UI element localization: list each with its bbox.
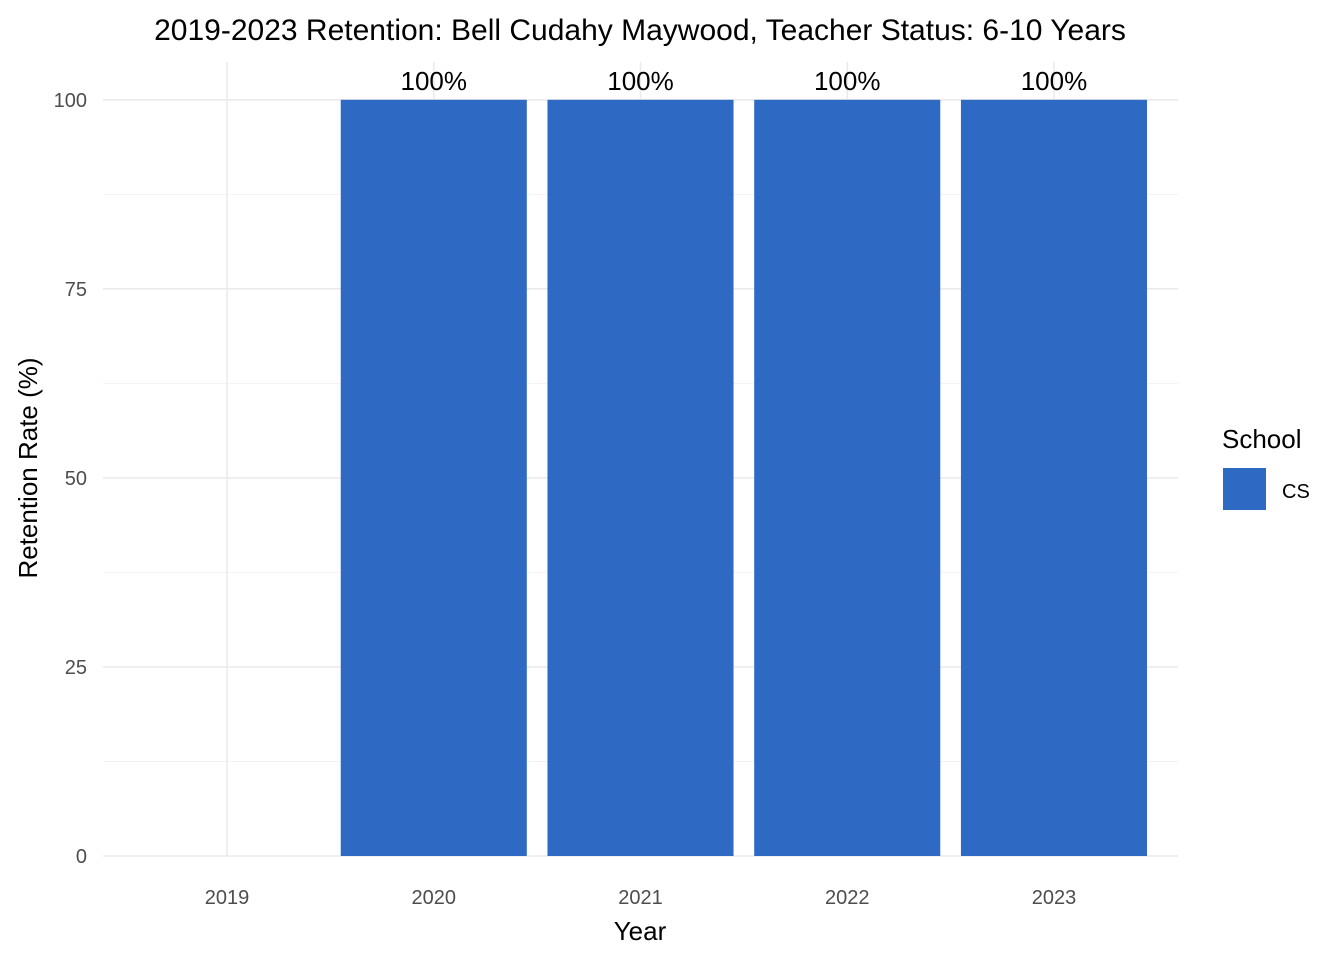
data-label-2021: 100% <box>607 66 674 96</box>
x-tick-label: 2019 <box>205 887 250 909</box>
data-label-2022: 100% <box>814 66 881 96</box>
chart-title: 2019-2023 Retention: Bell Cudahy Maywood… <box>154 14 1126 47</box>
legend-title: School <box>1222 424 1302 454</box>
data-label-2023: 100% <box>1021 66 1088 96</box>
bars <box>340 99 1147 857</box>
bar-2023 <box>960 99 1147 857</box>
bar-2020 <box>340 99 527 857</box>
bar-2022 <box>754 99 941 857</box>
x-axis-ticks: 2019 2020 2021 2022 2023 <box>205 887 1076 909</box>
bar-2021 <box>547 99 734 857</box>
y-tick-label: 50 <box>65 468 87 490</box>
legend-label-cs: CS <box>1282 481 1310 503</box>
y-tick-label: 75 <box>65 279 87 301</box>
y-axis-title: Retention Rate (%) <box>13 357 43 578</box>
y-axis-ticks: 0 25 50 75 100 <box>54 90 87 868</box>
legend-swatch-cs <box>1223 468 1266 510</box>
x-tick-label: 2022 <box>825 887 870 909</box>
x-axis-title: Year <box>614 916 667 946</box>
x-tick-label: 2021 <box>618 887 663 909</box>
y-tick-label: 25 <box>65 657 87 679</box>
x-tick-label: 2023 <box>1032 887 1077 909</box>
y-tick-label: 100 <box>54 90 87 112</box>
legend: School CS <box>1222 424 1310 510</box>
data-labels: 100% 100% 100% 100% <box>401 66 1088 96</box>
y-tick-label: 0 <box>76 846 87 868</box>
x-tick-label: 2020 <box>412 887 457 909</box>
data-label-2020: 100% <box>401 66 468 96</box>
